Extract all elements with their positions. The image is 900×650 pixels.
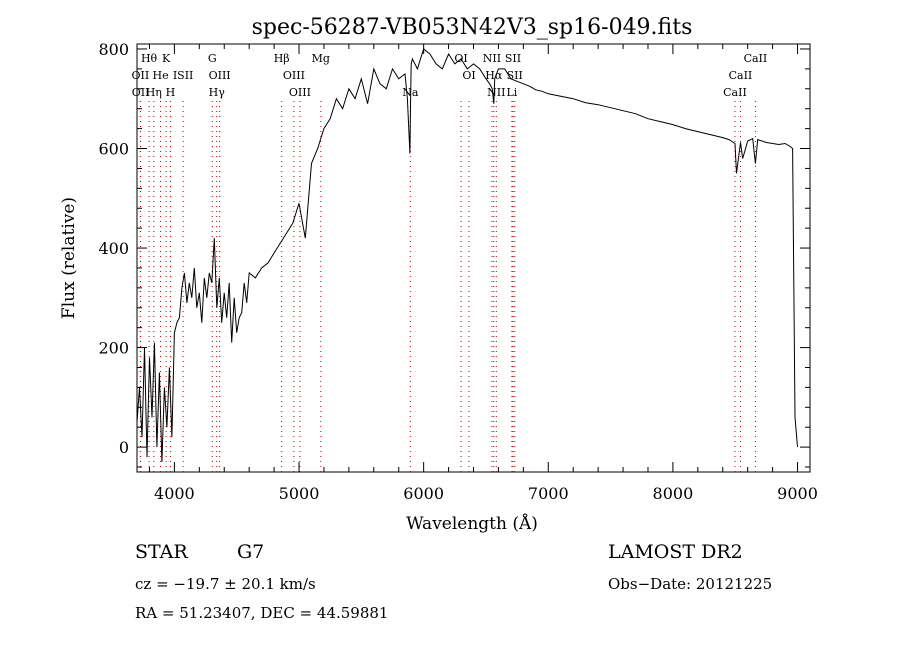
line-marker-label: NII bbox=[483, 52, 501, 65]
object-class: STAR bbox=[135, 541, 188, 563]
x-tick-label: 8000 bbox=[653, 484, 694, 503]
line-marker-label: OIII bbox=[289, 86, 311, 99]
x-tick-label: 4000 bbox=[154, 484, 195, 503]
line-marker-label: OIII bbox=[283, 69, 305, 82]
line-marker-label: OIII bbox=[209, 69, 231, 82]
y-tick-label: 200 bbox=[98, 339, 129, 358]
redshift-velocity: cz = −19.7 ± 20.1 km/s bbox=[135, 575, 316, 593]
line-marker-label: He bbox=[153, 69, 169, 82]
x-tick-label: 7000 bbox=[528, 484, 569, 503]
x-axis-label: Wavelength (Å) bbox=[406, 513, 538, 534]
line-marker-label: OI bbox=[462, 69, 475, 82]
line-marker-label: Mg bbox=[312, 52, 330, 65]
y-axis: 0 200 400 600 800 bbox=[98, 40, 810, 468]
y-tick-label: 400 bbox=[98, 239, 129, 258]
x-tick-label: 9000 bbox=[777, 484, 818, 503]
chart-title: spec-56287-VB053N42V3_sp16-049.fits bbox=[252, 15, 693, 40]
line-marker-label: Hγ bbox=[209, 86, 226, 99]
line-marker-label: NII bbox=[487, 86, 505, 99]
line-marker-label: SII bbox=[505, 52, 521, 65]
line-marker-label: Hβ bbox=[274, 52, 290, 65]
line-marker-label: OII bbox=[132, 86, 150, 99]
y-axis-label: Flux (relative) bbox=[59, 197, 79, 319]
x-tick-label: 5000 bbox=[279, 484, 320, 503]
line-marker-label: Hθ bbox=[141, 52, 158, 65]
line-marker-label: OII bbox=[132, 69, 150, 82]
line-marker-label: G bbox=[208, 52, 217, 65]
y-tick-label: 0 bbox=[119, 438, 129, 457]
spectrum-line bbox=[136, 48, 798, 463]
plot-frame bbox=[136, 43, 811, 473]
x-axis: 4000 5000 6000 7000 8000 9000 bbox=[148, 44, 818, 503]
line-marker-label: ISII bbox=[173, 69, 194, 82]
line-marker-label: CaII bbox=[744, 52, 768, 65]
y-tick-label: 600 bbox=[98, 140, 129, 159]
line-marker-label: Hα bbox=[485, 69, 503, 82]
line-marker-label: CaII bbox=[729, 69, 753, 82]
survey-name: LAMOST DR2 bbox=[608, 541, 743, 563]
line-marker-label: Li bbox=[506, 86, 517, 99]
object-subclass: G7 bbox=[237, 541, 265, 563]
y-tick-label: 800 bbox=[98, 40, 129, 59]
coordinates: RA = 51.23407, DEC = 44.59881 bbox=[135, 604, 389, 622]
line-marker-label: Hη bbox=[146, 86, 162, 99]
line-marker-label: CaII bbox=[723, 86, 747, 99]
line-marker-label: K bbox=[162, 52, 171, 65]
line-marker-label: H bbox=[166, 86, 176, 99]
observation-date: Obs−Date: 20121225 bbox=[608, 575, 773, 593]
x-tick-label: 6000 bbox=[403, 484, 444, 503]
